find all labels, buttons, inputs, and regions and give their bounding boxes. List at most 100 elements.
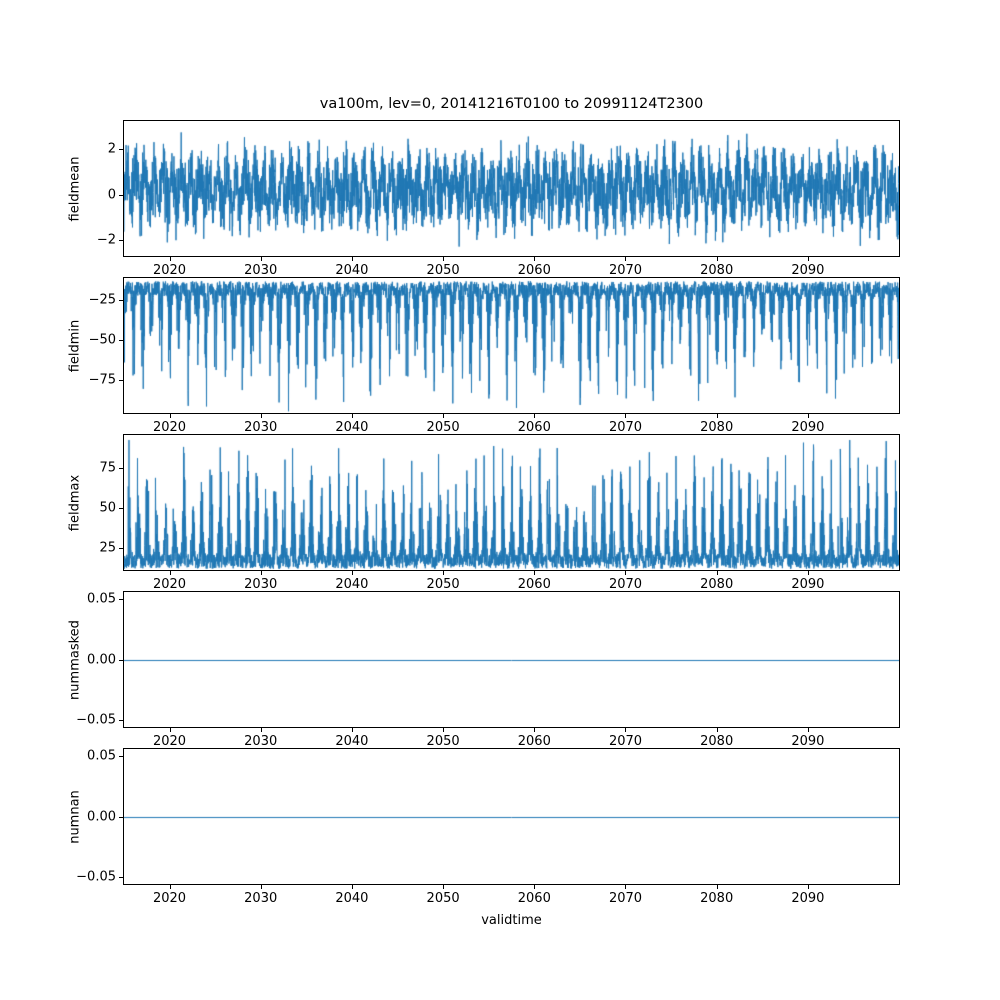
y-tick-label: 50 [99,500,116,516]
y-tick-label: 0.05 [87,748,116,764]
x-tick-label: 2080 [700,577,734,592]
x-tick-mark [807,257,809,261]
subplot-fieldmean: fieldmean 2020 2030 2040 2050 2060 2070 2080 20… [68,120,900,278]
x-tick-label: 2070 [608,734,643,749]
x-tick-mark [260,257,262,261]
x-tick-mark [443,571,445,575]
x-tick-label: 2080 [700,420,734,435]
x-tick-mark [169,885,171,889]
y-tick-label: 0.05 [87,591,116,607]
x-tick-mark [443,885,445,889]
y-tick-label: −50 [88,332,116,348]
x-tick-label: 2070 [608,891,643,906]
x-tick-label: 2030 [244,263,278,278]
plot-frame [123,120,900,257]
x-tick-label: 2060 [517,734,551,749]
x-tick-label: 2040 [335,734,369,749]
x-tick-mark [625,571,627,575]
x-tick-mark [716,728,718,732]
x-tick-mark [716,257,718,261]
x-tick-label: 2020 [152,263,187,278]
x-tick-mark [169,257,171,261]
x-tick-label: 2020 [152,420,187,435]
x-tick-label: 2060 [517,891,551,906]
plot-frame [123,748,900,885]
subplot-fieldmax: fieldmax 2020 2030 2040 2050 2060 2070 2080 209… [68,434,900,592]
x-tick-label: 2070 [608,577,643,592]
x-tick-label: 2020 [152,891,187,906]
x-tick-mark [351,257,353,261]
x-tick-label: 2030 [244,734,278,749]
x-tick-mark [443,414,445,418]
y-tick-mark [119,508,123,510]
x-tick-mark [260,885,262,889]
x-tick-mark [260,414,262,418]
y-tick-mark [119,339,123,341]
y-tick-mark [119,599,123,601]
subplot-fieldmin: fieldmin 2020 2030 2040 2050 2060 2070 2080 209… [68,277,900,435]
x-tick-mark [625,257,627,261]
x-tick-label: 2030 [244,891,278,906]
y-tick-mark [119,467,123,469]
y-tick-mark [119,299,123,301]
x-tick-mark [625,414,627,418]
y-tick-mark [119,876,123,878]
x-tick-label: 2080 [700,263,734,278]
x-tick-mark [625,728,627,732]
line-series-canvas [124,592,899,727]
x-tick-mark [716,885,718,889]
x-tick-mark [716,414,718,418]
x-tick-label: 2080 [700,734,734,749]
y-tick-mark [119,240,123,242]
x-tick-mark [534,257,536,261]
y-axis-label-numnan: numnan [67,789,83,844]
x-tick-mark [534,571,536,575]
x-tick-label: 2040 [335,891,369,906]
x-tick-label: 2060 [517,263,551,278]
plot-frame [123,591,900,728]
x-tick-mark [807,414,809,418]
x-tick-mark [807,571,809,575]
x-tick-mark [351,414,353,418]
x-tick-label: 2050 [426,734,460,749]
x-tick-label: 2020 [152,734,187,749]
y-tick-label: −0.05 [76,869,116,885]
y-tick-label: −2 [96,232,116,248]
line-series-canvas [124,435,899,570]
x-tick-mark [169,571,171,575]
x-tick-mark [351,728,353,732]
y-tick-mark [119,659,123,661]
x-tick-label: 2060 [517,577,551,592]
y-tick-label: 0.00 [87,652,116,667]
x-tick-mark [351,571,353,575]
x-tick-label: 2070 [608,420,643,435]
y-tick-label: 25 [99,540,116,556]
x-tick-label: 2050 [426,577,460,592]
plot-frame [123,434,900,571]
subplot-numnan: numnan 2020 2030 2040 2050 2060 2070 2080 2090 0… [68,748,900,906]
x-tick-mark [625,885,627,889]
x-tick-label: 2090 [791,263,825,278]
line-series-canvas [124,121,899,256]
x-tick-label: 2090 [791,734,825,749]
y-axis-label-fieldmax: fieldmax [67,474,83,531]
y-tick-label: 2 [107,141,116,157]
x-tick-label: 2090 [791,420,825,435]
y-tick-label: 0 [107,187,116,203]
x-tick-label: 2030 [244,577,278,592]
figure-title: va100m, lev=0, 20141216T0100 to 20991124… [319,96,704,112]
subplot-nummasked: nummasked 2020 2030 2040 2050 2060 2070 2080 20… [68,591,900,749]
x-tick-label: 2050 [426,891,460,906]
x-tick-mark [443,257,445,261]
x-tick-mark [260,571,262,575]
x-tick-mark [807,728,809,732]
x-tick-label: 2050 [426,420,460,435]
x-tick-label: 2020 [152,577,187,592]
x-tick-label: 2050 [426,263,460,278]
line-series-canvas [124,278,899,413]
x-tick-mark [534,885,536,889]
y-tick-label: 75 [99,460,116,476]
x-tick-label: 2030 [244,420,278,435]
y-tick-mark [119,548,123,550]
